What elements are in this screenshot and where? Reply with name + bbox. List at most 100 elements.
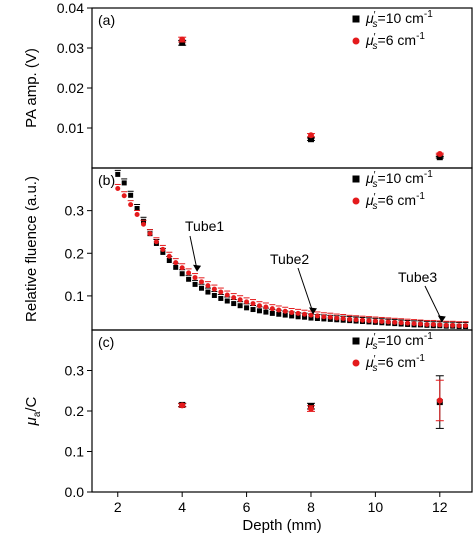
data-point [160, 249, 166, 255]
y-tick-label: 0.03 [57, 40, 84, 56]
y-tick-label: 0.0 [65, 484, 85, 500]
data-point [463, 323, 469, 329]
data-point [115, 171, 121, 177]
x-tick-label: 4 [178, 499, 186, 515]
legend-label: μ′ s=6 cm-1 [365, 353, 425, 374]
y-tick-label: 0.02 [57, 80, 84, 96]
data-point [244, 299, 250, 305]
legend-label: μ′ s=10 cm-1 [365, 331, 433, 352]
data-point [231, 301, 237, 307]
data-point [160, 246, 166, 252]
panel-2: 0.0 0.1 0.2 0.3 (c) μa/C μ′ s=10 cm-1μ′ s=6 cm-1 [23, 329, 473, 500]
y-tick-label: 0.01 [57, 120, 84, 136]
annotation-label: Tube3 [398, 269, 437, 285]
annotation-tube3: Tube3 [398, 269, 446, 323]
data-point [327, 314, 333, 320]
data-point [282, 312, 288, 318]
legend-label: μ′ s=6 cm-1 [365, 31, 425, 52]
panel-label: (c) [98, 334, 114, 350]
legend: μ′ s=10 cm-1μ′ s=6 cm-1 [352, 331, 433, 374]
annotation-tube2: Tube2 [270, 251, 317, 315]
data-point [437, 322, 443, 328]
annotation-arrow [424, 285, 443, 321]
panel-1: 0.1 0.2 0.3 (b) Relative fluence (a.u.) μ′ s=1… [23, 167, 473, 331]
data-point [276, 311, 282, 317]
data-point [307, 405, 314, 412]
data-point [205, 283, 211, 289]
x-tick-label: 6 [243, 499, 251, 515]
data-point [417, 321, 423, 327]
data-point [192, 281, 198, 287]
series-mus-6 [114, 183, 469, 329]
panel-0: 0.01 0.02 0.03 0.04 (a) PA amp. (V) μ′ s=10 cm-… [23, 0, 473, 169]
arrow-head [308, 307, 317, 315]
data-point [211, 286, 217, 292]
legend-marker [352, 197, 360, 205]
data-point [179, 36, 186, 43]
data-point [218, 289, 224, 295]
data-point [134, 206, 140, 211]
data-point [307, 136, 314, 143]
data-point [353, 317, 359, 323]
arrow-head [193, 264, 202, 272]
data-point [141, 221, 147, 227]
legend-marker [352, 37, 360, 45]
y-tick-label: 0.3 [65, 363, 85, 379]
data-point [179, 39, 186, 46]
legend-marker [352, 175, 360, 183]
data-point [321, 314, 327, 320]
data-point [295, 314, 301, 320]
data-point [360, 317, 366, 323]
data-point [289, 310, 295, 316]
data-point [314, 313, 320, 319]
data-point [392, 319, 398, 325]
series-mus-10 [178, 375, 444, 429]
legend-label: μ′ s=10 cm-1 [365, 9, 433, 30]
data-point [276, 307, 282, 313]
data-point [385, 319, 391, 325]
data-point [411, 321, 417, 327]
annotation-label: Tube1 [185, 218, 224, 234]
data-point [147, 231, 153, 237]
y-axis-label: PA amp. (V) [23, 48, 40, 128]
data-point [302, 311, 308, 317]
y-tick-label: 0.2 [65, 245, 85, 261]
data-point [173, 260, 179, 266]
legend-marker [352, 337, 360, 345]
series-mus-6 [178, 379, 444, 422]
data-point [224, 298, 230, 304]
data-point [192, 275, 198, 281]
data-point [224, 292, 230, 298]
data-point [436, 154, 443, 161]
data-point [237, 297, 243, 303]
legend: μ′ s=10 cm-1μ′ s=6 cm-1 [352, 9, 433, 52]
data-point [282, 308, 288, 314]
data-point [186, 276, 192, 282]
data-point [456, 323, 462, 329]
data-point [237, 303, 243, 309]
data-point [269, 306, 275, 312]
panel-label: (a) [98, 12, 115, 28]
data-point [128, 192, 134, 198]
data-point [263, 309, 269, 315]
data-point [173, 264, 179, 270]
x-tick-label: 12 [432, 499, 448, 515]
annotation-arrow [297, 267, 314, 313]
y-tick-label: 0.1 [65, 444, 85, 460]
legend-label: μ′ s=6 cm-1 [365, 191, 425, 212]
data-point [141, 218, 147, 224]
data-point [198, 285, 204, 291]
data-point [166, 258, 172, 264]
data-point [308, 315, 314, 321]
data-point [205, 289, 211, 295]
data-point [115, 185, 121, 191]
data-point [405, 320, 411, 326]
y-tick-label: 0.04 [57, 0, 84, 16]
data-point [269, 310, 275, 316]
data-point [334, 315, 340, 321]
y-tick-label: 0.2 [65, 403, 85, 419]
y-tick-label: 0.1 [65, 288, 85, 304]
annotation-tube1: Tube1 [185, 218, 224, 272]
data-point [186, 270, 192, 276]
